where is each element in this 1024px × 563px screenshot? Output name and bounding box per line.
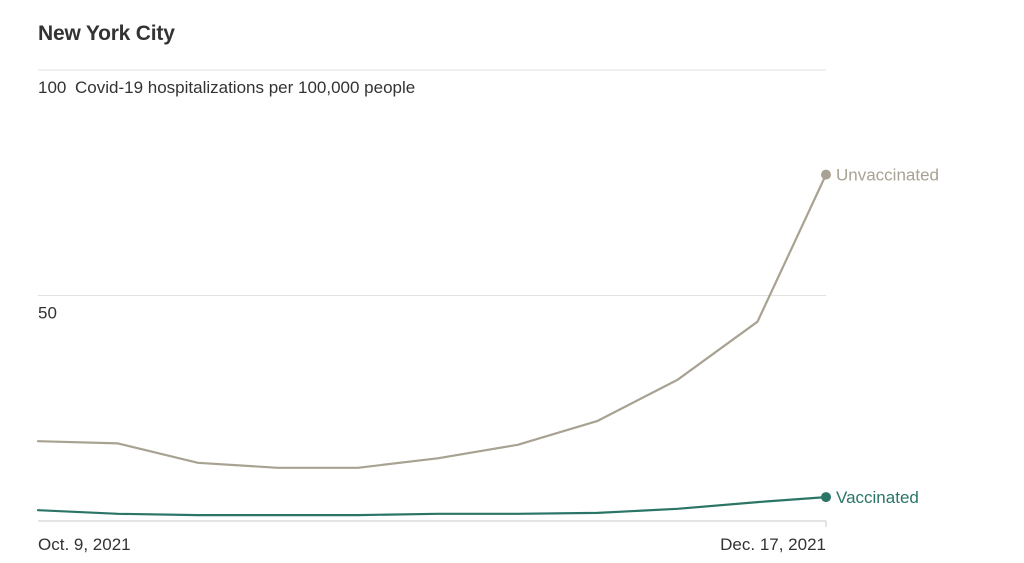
x-tick-label-end: Dec. 17, 2021 — [720, 535, 826, 554]
series-label-vaccinated: Vaccinated — [836, 488, 919, 507]
series-line-vaccinated — [36, 496, 828, 517]
series-label-unvaccinated: Unvaccinated — [836, 166, 939, 185]
y-tick-label-100: 100 — [38, 78, 66, 97]
series-line-unvaccinated — [36, 173, 828, 469]
y-tick-label-50: 50 — [38, 304, 57, 323]
chart-title: New York City — [38, 22, 175, 45]
x-tick-label-start: Oct. 9, 2021 — [38, 535, 131, 554]
series-end-point-unvaccinated — [821, 169, 831, 180]
series-end-point-vaccinated — [821, 492, 831, 503]
y-axis-unit-label: Covid-19 hospitalizations per 100,000 pe… — [75, 78, 415, 97]
